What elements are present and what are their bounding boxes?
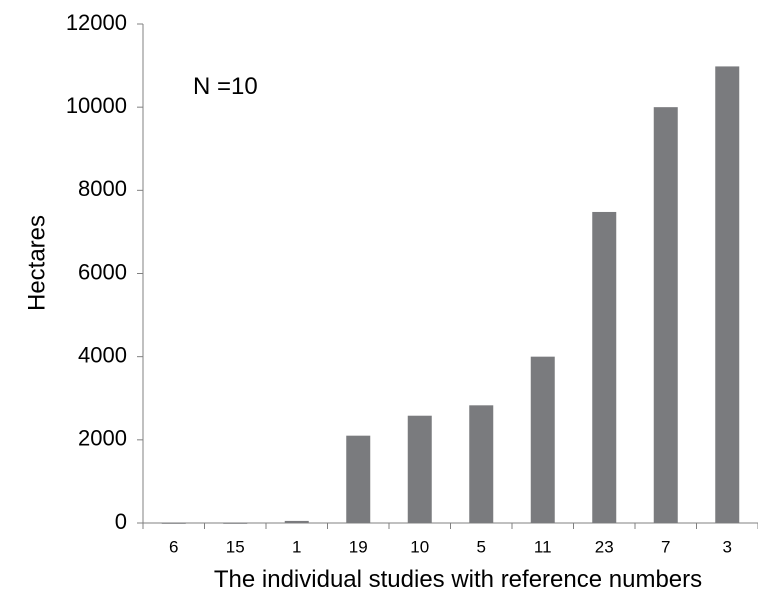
bar [530, 356, 555, 523]
bar [346, 435, 371, 523]
bar [284, 520, 309, 523]
y-axis-title: Hectares [23, 215, 50, 311]
y-tick-label: 2000 [78, 426, 127, 451]
y-tick-label: 8000 [78, 176, 127, 201]
x-tick-label: 23 [595, 537, 614, 556]
bar [223, 522, 248, 524]
x-tick-label: 11 [534, 537, 552, 556]
x-tick-label: 15 [226, 537, 245, 556]
y-axis [137, 23, 144, 524]
x-tick-label: 1 [292, 537, 301, 556]
bar [407, 415, 432, 523]
y-tick-label: 12000 [66, 10, 127, 35]
y-tick-labels: 0 2000 4000 6000 8000 10000 12000 [66, 10, 127, 534]
y-tick-label: 4000 [78, 342, 127, 367]
x-tick-labels: 6 15 1 19 10 5 11 23 7 3 [169, 537, 732, 556]
y-tick-label: 10000 [66, 93, 127, 118]
bar [161, 522, 186, 524]
x-axis-title: The individual studies with reference nu… [214, 566, 702, 593]
x-tick-label: 3 [723, 537, 732, 556]
x-axis [142, 522, 758, 529]
bar [715, 66, 740, 523]
y-tick-label: 6000 [78, 259, 127, 284]
bar [469, 405, 494, 523]
x-tick-label: 5 [477, 537, 486, 556]
bar [592, 211, 617, 523]
x-tick-label: 6 [169, 537, 178, 556]
x-tick-label: 7 [661, 537, 670, 556]
x-tick-label: 19 [349, 537, 368, 556]
bar-series [161, 66, 740, 524]
sample-size-annotation: N =10 [193, 73, 258, 100]
x-tick-label: 10 [410, 537, 429, 556]
bar [653, 107, 678, 524]
y-tick-label: 0 [115, 509, 127, 534]
